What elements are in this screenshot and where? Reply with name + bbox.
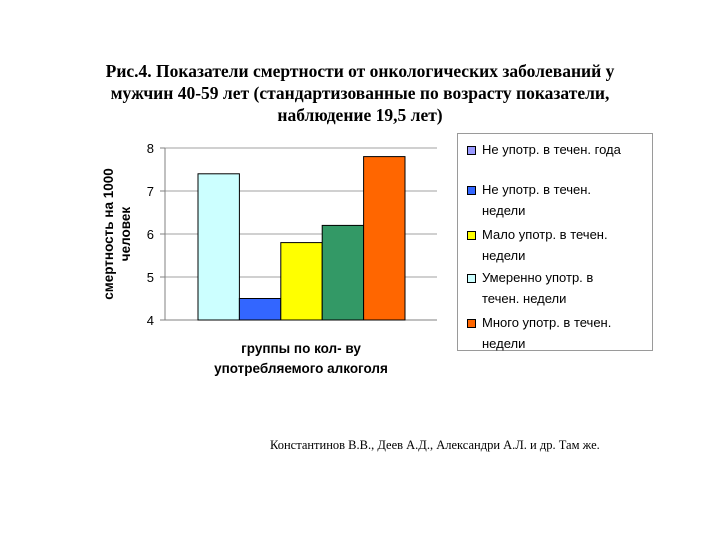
x-axis-label: группы по кол- ву bbox=[241, 341, 361, 356]
y-axis-label: человек bbox=[118, 207, 133, 262]
y-tick-label: 8 bbox=[147, 141, 154, 156]
chart-title: Рис.4. Показатели смертности от онкологи… bbox=[40, 60, 680, 126]
legend-label: Не употр. в течен. года bbox=[482, 142, 621, 157]
title-line-1: Рис.4. Показатели смертности от онкологи… bbox=[105, 61, 615, 81]
title-line-2: мужчин 40-59 лет (стандартизованные по в… bbox=[110, 83, 610, 103]
legend-swatch bbox=[467, 274, 476, 283]
legend-swatch bbox=[467, 186, 476, 195]
chart-legend: Не употр. в течен. года Не употр. в течен… bbox=[457, 133, 653, 351]
legend-label: Умеренно употр. в течен. недели bbox=[482, 270, 594, 306]
legend-label: Много употр. в течен. недели bbox=[482, 315, 612, 351]
source-citation: Константинов В.В., Деев А.Д., Александри… bbox=[270, 438, 600, 452]
legend-label: Мало употр. в течен. недели bbox=[482, 227, 608, 263]
bar bbox=[238, 298, 282, 321]
bar bbox=[197, 173, 240, 321]
legend-label: Не употр. в течен. недели bbox=[482, 182, 592, 218]
legend-swatch bbox=[467, 231, 476, 240]
legend-swatch bbox=[467, 146, 476, 155]
legend-swatch bbox=[467, 319, 476, 328]
y-tick-label: 6 bbox=[147, 227, 154, 242]
y-tick-label: 5 bbox=[147, 270, 154, 285]
y-tick-label: 7 bbox=[147, 184, 154, 199]
x-axis-label: употребляемого алкоголя bbox=[214, 361, 388, 376]
title-line-3: наблюдение 19,5 лет) bbox=[277, 105, 443, 125]
bar bbox=[363, 156, 406, 321]
y-tick-label: 4 bbox=[147, 313, 154, 328]
bar bbox=[321, 224, 365, 321]
bar bbox=[280, 242, 323, 321]
y-axis-label: смертность на 1000 bbox=[101, 168, 116, 300]
